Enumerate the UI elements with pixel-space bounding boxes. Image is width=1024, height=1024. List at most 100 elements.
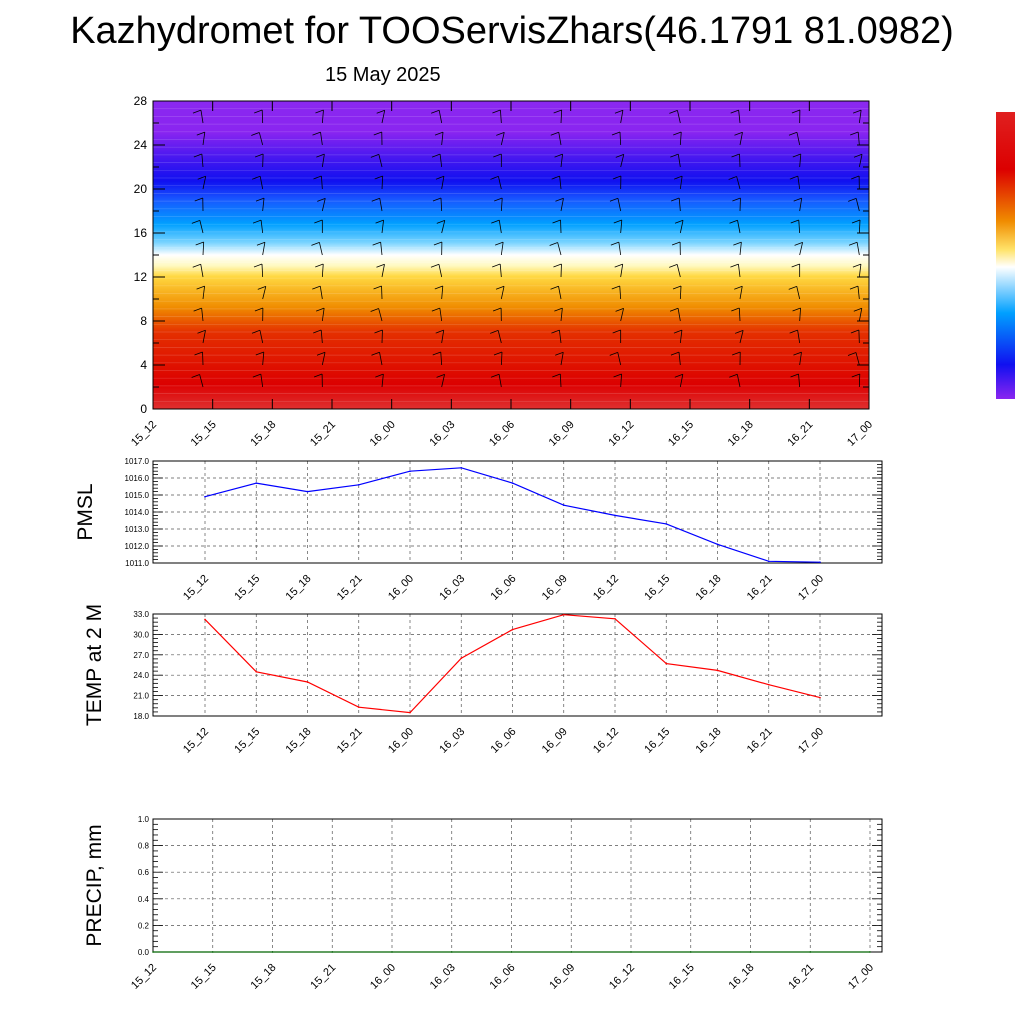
data-point — [255, 671, 258, 673]
x-tick-label: 15_21 — [335, 726, 365, 756]
data-point — [562, 613, 565, 616]
x-tick-label: 16_21 — [785, 419, 815, 449]
wind-barb-feather — [374, 175, 383, 180]
x-tick-label: 15_18 — [284, 726, 314, 756]
data-point — [819, 561, 821, 563]
wind-barb — [797, 176, 801, 190]
wind-barb-feather — [610, 241, 619, 246]
wind-barb-feather — [315, 109, 324, 114]
x-tick-label: 16_12 — [607, 962, 637, 992]
x-tick-label: 16_21 — [745, 573, 775, 603]
wind-barb-feather — [552, 219, 561, 224]
wind-barb — [440, 197, 443, 212]
wind-barb — [617, 352, 622, 366]
wind-barb-feather — [794, 241, 803, 246]
wind-barb-feather — [852, 263, 862, 268]
x-tick-label: 16_03 — [437, 573, 467, 603]
wind-barb-feather — [788, 285, 797, 290]
data-point — [255, 482, 258, 484]
wind-barb — [856, 242, 860, 256]
wind-barb-feather — [673, 329, 683, 334]
wind-barb-feather — [788, 131, 798, 136]
wind-barb — [739, 132, 743, 146]
wind-barb — [379, 352, 383, 366]
wind-barb — [262, 286, 267, 300]
temp-frame — [152, 613, 883, 717]
wind-barb — [739, 330, 744, 344]
wind-barb-feather — [670, 153, 679, 158]
wind-barb-feather — [554, 153, 563, 158]
wind-barb — [441, 176, 445, 190]
data-point — [306, 681, 309, 683]
y-axis-label: TEMP at 2 M — [83, 604, 106, 726]
wind-barb-feather — [490, 330, 499, 334]
wind-barb — [737, 220, 741, 234]
wind-barb-feather — [789, 329, 798, 334]
wind-barb — [796, 286, 801, 300]
x-tick-label: 15_12 — [181, 573, 211, 603]
wind-barb-feather — [496, 131, 505, 136]
y-tick-label: 28 — [134, 94, 148, 108]
wind-barb — [799, 352, 802, 366]
wind-barb-feather — [790, 373, 799, 378]
wind-barb-feather — [613, 219, 622, 224]
wind-barb — [500, 351, 503, 366]
x-tick-label: 16_18 — [727, 962, 757, 992]
wind-barb — [201, 308, 204, 322]
wind-barb-feather — [376, 109, 385, 114]
x-tick-label: 16_00 — [368, 962, 398, 992]
x-tick-label: 16_00 — [368, 419, 398, 449]
data-point — [204, 495, 206, 498]
x-tick-label: 16_03 — [428, 962, 458, 992]
wind-barb — [857, 132, 860, 146]
wind-barb — [441, 132, 444, 146]
wind-barb — [858, 308, 863, 322]
wind-barb-feather — [196, 285, 205, 290]
wind-barb-feather — [312, 285, 321, 290]
wind-barb-feather — [372, 241, 381, 246]
x-tick-label: 16_06 — [488, 962, 518, 992]
wind-barb — [321, 308, 325, 322]
wind-barb — [798, 220, 801, 234]
wind-barb-feather — [316, 351, 326, 356]
y-tick-label: 0.6 — [138, 868, 150, 877]
wind-barb-feather — [550, 131, 559, 136]
wind-barb-feather — [734, 131, 743, 136]
wind-barb — [202, 132, 206, 146]
wind-barbs — [191, 109, 863, 388]
wind-barb-feather — [374, 329, 383, 334]
data-point — [211, 951, 214, 953]
wind-barb-feather — [436, 373, 445, 378]
wind-barb-feather — [197, 175, 206, 180]
wind-barb — [679, 176, 683, 190]
wind-barb-feather — [550, 285, 559, 290]
wind-barb-feather — [431, 109, 440, 114]
wind-barb-feather — [551, 329, 560, 334]
precip-frame — [152, 818, 883, 953]
data-point — [630, 951, 632, 953]
wind-barb — [200, 264, 204, 278]
y-tick-label: 24.0 — [133, 671, 149, 680]
data-point — [570, 951, 573, 953]
wind-barb — [320, 132, 323, 146]
wind-barb — [321, 176, 323, 190]
wind-barb — [617, 198, 622, 212]
y-tick-label: 0.8 — [138, 842, 150, 851]
pmsl-panel: 1011.0 1012.0 1013.0 1014.0 1015.0 1016.0 1017… — [74, 457, 883, 603]
x-tick-label: 16_21 — [745, 726, 775, 756]
wind-barb-feather — [553, 109, 562, 114]
data-point — [614, 617, 616, 620]
wind-barb-feather — [252, 219, 262, 224]
wind-barb-feather — [731, 307, 740, 312]
wind-barb — [500, 286, 505, 300]
y-tick-label: 1011.0 — [125, 559, 149, 568]
y-axis-label: PRECIP, mm — [83, 824, 106, 946]
wind-barb — [679, 374, 684, 388]
y-tick-label: 0.0 — [138, 948, 150, 957]
wind-barb — [262, 352, 265, 366]
x-tick-label: 16_12 — [591, 573, 621, 603]
chart-subtitle: 15 May 2025 — [325, 64, 441, 86]
wind-barb — [321, 264, 324, 278]
x-tick-label: 15_18 — [249, 962, 279, 992]
